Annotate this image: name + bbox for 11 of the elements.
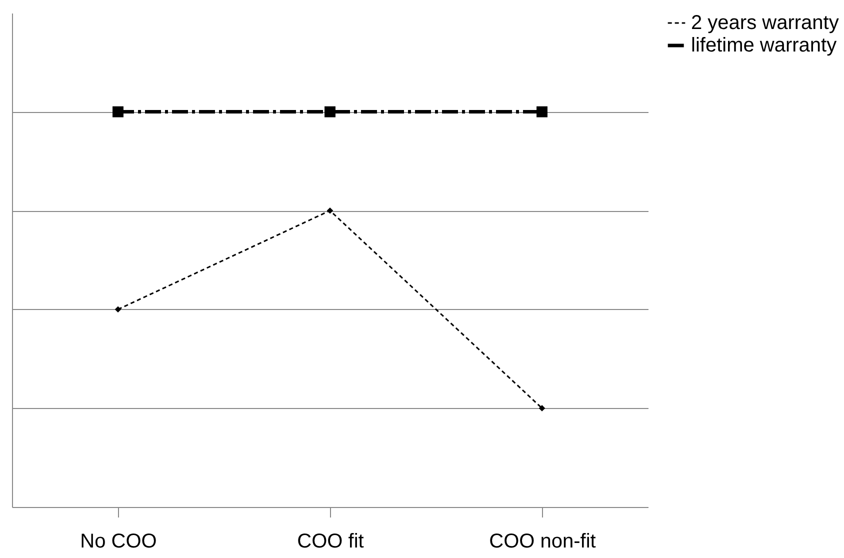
- point: [538, 405, 546, 412]
- x-tick-label: COO fit: [297, 530, 364, 552]
- point: [536, 106, 548, 118]
- point: [112, 106, 124, 118]
- point: [324, 106, 336, 118]
- legend-label: lifetime warranty: [691, 34, 837, 56]
- point: [326, 207, 334, 214]
- x-tick-label: No COO: [80, 530, 157, 552]
- point: [114, 306, 122, 313]
- legend-label: 2 years warranty: [691, 12, 839, 34]
- x-tick-label: COO non-fit: [489, 530, 596, 552]
